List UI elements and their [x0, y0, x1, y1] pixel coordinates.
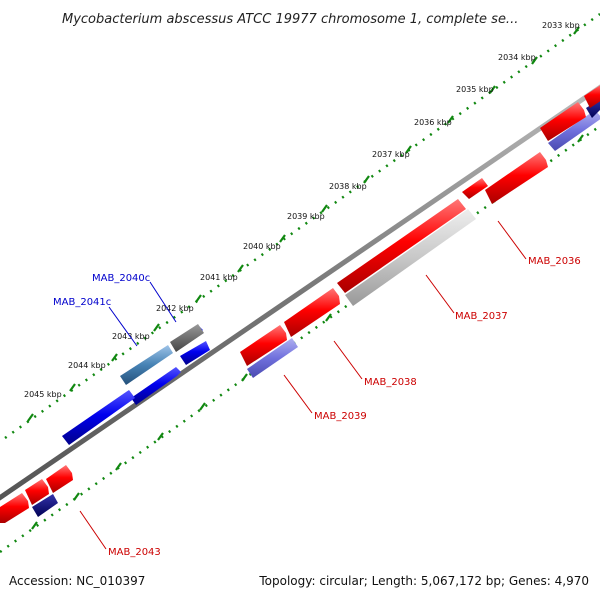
dark-gene-block[interactable] — [170, 324, 204, 352]
reverse-gene-arrow[interactable] — [131, 367, 181, 405]
leader-line-mab2036 — [497, 220, 527, 260]
forward-gene-arrow[interactable] — [540, 102, 586, 141]
forward-gene-arrow[interactable] — [25, 479, 49, 505]
reverse-gene-arrow[interactable] — [586, 98, 600, 118]
tick-label: 2037 kbp — [372, 150, 410, 159]
mab2040c-gene[interactable] — [120, 345, 173, 385]
accession-text: Accession: NC_010397 — [9, 574, 146, 588]
gene-label-mab2039[interactable]: MAB_2039 — [314, 411, 367, 422]
leader-line-mab2039 — [283, 374, 313, 414]
gene-mab2037-block[interactable] — [345, 209, 476, 306]
mab2041c-gene[interactable] — [180, 341, 210, 365]
forward-gene-arrow[interactable] — [46, 465, 73, 493]
tick-label: 2039 kbp — [287, 212, 325, 221]
mab2043-gene[interactable] — [0, 493, 29, 523]
tick-label: 2034 kbp — [498, 53, 536, 62]
gc-skew-block — [247, 338, 298, 378]
tick-label: 2040 kbp — [243, 242, 281, 251]
gc-skew-block — [548, 110, 600, 151]
forward-gene-arrow[interactable] — [337, 199, 466, 293]
forward-gene-arrow[interactable] — [584, 84, 600, 108]
gene-label-mab2036[interactable]: MAB_2036 — [528, 256, 581, 267]
gene-label-mab2040c[interactable]: MAB_2040c — [92, 273, 150, 284]
gene-label-mab2043[interactable]: MAB_2043 — [108, 547, 161, 558]
gene-label-mab2037[interactable]: MAB_2037 — [455, 311, 508, 322]
tick-label: 2042 kbp — [156, 304, 194, 313]
gene-label-mab2038[interactable]: MAB_2038 — [364, 377, 417, 388]
reverse-gene-arrow[interactable] — [32, 494, 58, 517]
mab2038-gene[interactable] — [284, 288, 340, 337]
outer-tick-ring — [4, 12, 600, 440]
leader-line-mab2038 — [333, 340, 363, 380]
leader-line-mab2043 — [79, 510, 107, 550]
forward-gene-arrow[interactable] — [462, 178, 488, 199]
map-title: Mycobacterium abscessus ATCC 19977 chrom… — [62, 12, 518, 27]
tick-label: 2041 kbp — [200, 273, 238, 282]
reverse-gene-arrow[interactable] — [62, 390, 135, 445]
chromosome-backbone — [0, 84, 600, 501]
tick-label: 2045 kbp — [24, 390, 62, 399]
outer-major-ticks — [27, 26, 580, 422]
tick-label: 2033 kbp — [542, 21, 580, 30]
leader-line-mab2041c — [108, 306, 138, 347]
topology-summary-text: Topology: circular; Length: 5,067,172 bp… — [259, 574, 589, 588]
mab2036-gene[interactable] — [485, 152, 548, 204]
mab2039-gene[interactable] — [240, 325, 287, 366]
tick-label: 2036 kbp — [414, 118, 452, 127]
gene-label-mab2041c[interactable]: MAB_2041c — [53, 297, 111, 308]
tick-label: 2044 kbp — [68, 361, 106, 370]
tick-label: 2043 kbp — [112, 332, 150, 341]
tick-label: 2038 kbp — [329, 182, 367, 191]
tick-label: 2035 kbp — [456, 85, 494, 94]
leader-line-mab2040c — [149, 281, 177, 323]
leader-line-mab2037 — [425, 274, 455, 314]
